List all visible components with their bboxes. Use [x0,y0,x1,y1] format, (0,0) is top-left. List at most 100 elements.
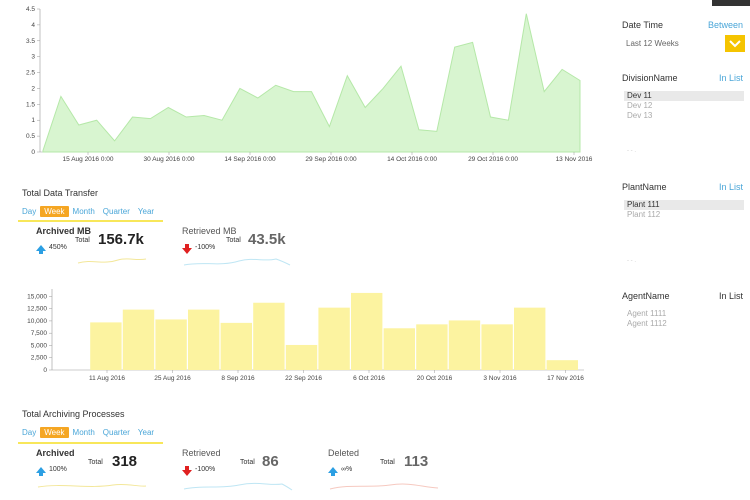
y-tick-label: 7,500 [31,330,48,337]
kpi-value: 43.5k [248,231,286,248]
filter-plant-mode[interactable]: In List [719,182,744,192]
scroll-indicator: - - . [627,258,636,264]
filter-datetime-mode[interactable]: Between [708,20,744,30]
kpi-total-label: Total [88,459,103,466]
bar [416,324,448,370]
kpi-value: 86 [262,453,279,470]
bar [90,322,122,370]
kpi-change-value: 450% [49,244,67,251]
chevron-down-icon[interactable] [725,35,745,52]
x-tick-label: 6 Oct 2016 [353,375,385,382]
tab-month[interactable]: Month [72,207,95,216]
kpi-change: 100% [36,466,67,476]
x-tick-label: 13 Nov 2016 [556,156,593,163]
list-item[interactable]: Dev 13 [627,111,653,120]
tab-week[interactable]: Week [40,206,69,217]
bar [351,292,383,370]
list-item[interactable]: Dev 11 [624,91,744,101]
kpi-change: ∞% [328,466,353,476]
kpi-card-retrieved[interactable]: Retrieved -100% Total 86 [164,444,309,491]
kpi-change-value: -100% [195,466,216,473]
list-item[interactable]: Dev 12 [627,101,653,110]
filter-division-mode[interactable]: In List [719,73,744,83]
kpi-title: Archived MB [36,226,92,236]
y-tick-label: 0.5 [26,133,35,140]
x-tick-label: 22 Sep 2016 [285,375,322,382]
bar [448,320,481,370]
tab-year[interactable]: Year [137,428,155,437]
kpi-total-label: Total [240,459,255,466]
y-tick-label: 12,500 [27,306,47,313]
tab-quarter[interactable]: Quarter [102,428,130,437]
scroll-indicator: - - . [627,148,636,154]
kpi-card-archived-mb[interactable]: Archived MB 450% Total 156.7k [18,220,163,265]
bar [155,319,187,370]
sparkline [37,483,147,488]
tab-week[interactable]: Week [40,427,69,438]
period-tabs-1: Day Week Month Quarter Year [18,206,158,217]
arrow-down-icon [182,465,192,476]
filter-agent-mode[interactable]: In List [719,291,744,301]
filter-datetime-label: Date Time [622,20,664,30]
tab-day[interactable]: Day [22,428,37,437]
kpi-card-retrieved-mb[interactable]: Retrieved MB -100% Total 43.5k [164,222,309,267]
y-tick-label: 10,000 [27,318,47,325]
kpi-title: Archived [36,448,75,458]
period-tabs-2: Day Week Month Quarter Year [18,427,158,438]
kpi-total-label: Total [380,459,395,466]
kpi-total-label: Total [75,237,90,244]
tab-month[interactable]: Month [72,428,95,437]
y-tick-label: 4 [31,22,35,29]
kpi-card-deleted[interactable]: Deleted ∞% Total 113 [310,444,455,490]
x-tick-label: 15 Aug 2016 0:00 [63,156,114,163]
bar [188,309,220,370]
arrow-down-icon [182,243,192,254]
kpi-title: Retrieved [182,448,221,458]
x-tick-label: 3 Nov 2016 [483,375,517,382]
sparkline [77,258,147,264]
tab-day[interactable]: Day [22,207,37,216]
sparkline [183,482,293,491]
y-tick-label: 0 [43,367,47,374]
plant-list: Plant 111 Plant 112 [624,200,744,220]
list-item[interactable]: Agent 1112 [627,319,667,328]
list-item[interactable]: Agent 1111 [627,309,667,318]
sparkline [329,483,439,490]
kpi-change-value: ∞% [341,466,353,473]
x-tick-label: 17 Nov 2016 [547,375,584,382]
arrow-up-icon [36,466,46,476]
y-tick-label: 1 [31,117,35,124]
kpi-card-archived[interactable]: Archived 100% Total 318 [18,442,163,488]
arrow-up-icon [328,466,338,476]
x-tick-label: 25 Aug 2016 [154,375,191,382]
bar [220,322,252,370]
sparkline [183,258,291,266]
x-tick-label: 29 Oct 2016 0:00 [468,156,518,163]
y-tick-label: 3.5 [26,38,35,45]
list-item[interactable]: Plant 112 [627,210,661,219]
y-tick-label: 4.5 [26,6,35,13]
y-tick-label: 3 [31,54,35,61]
kpi-total-label: Total [226,237,241,244]
list-item[interactable]: Plant 111 [624,200,744,210]
tab-year[interactable]: Year [137,207,155,216]
kpi-change-value: -100% [195,244,216,251]
bar [318,307,350,370]
x-tick-label: 8 Sep 2016 [221,375,255,382]
y-tick-label: 15,000 [27,293,47,300]
y-tick-label: 1.5 [26,101,35,108]
kpi-change: 450% [36,244,67,254]
bar [383,328,415,370]
kpi-value: 156.7k [98,231,144,248]
x-tick-label: 14 Sep 2016 0:00 [224,156,276,163]
y-tick-label: 2,500 [31,355,48,362]
y-tick-label: 0 [31,149,35,156]
tab-quarter[interactable]: Quarter [102,207,130,216]
arrow-up-icon [36,244,46,254]
bar [122,309,155,370]
filter-datetime-value[interactable]: Last 12 Weeks [626,39,679,48]
kpi-value: 113 [404,453,429,470]
x-tick-label: 30 Aug 2016 0:00 [144,156,195,163]
bar [253,302,285,370]
x-tick-label: 11 Aug 2016 [89,375,125,382]
